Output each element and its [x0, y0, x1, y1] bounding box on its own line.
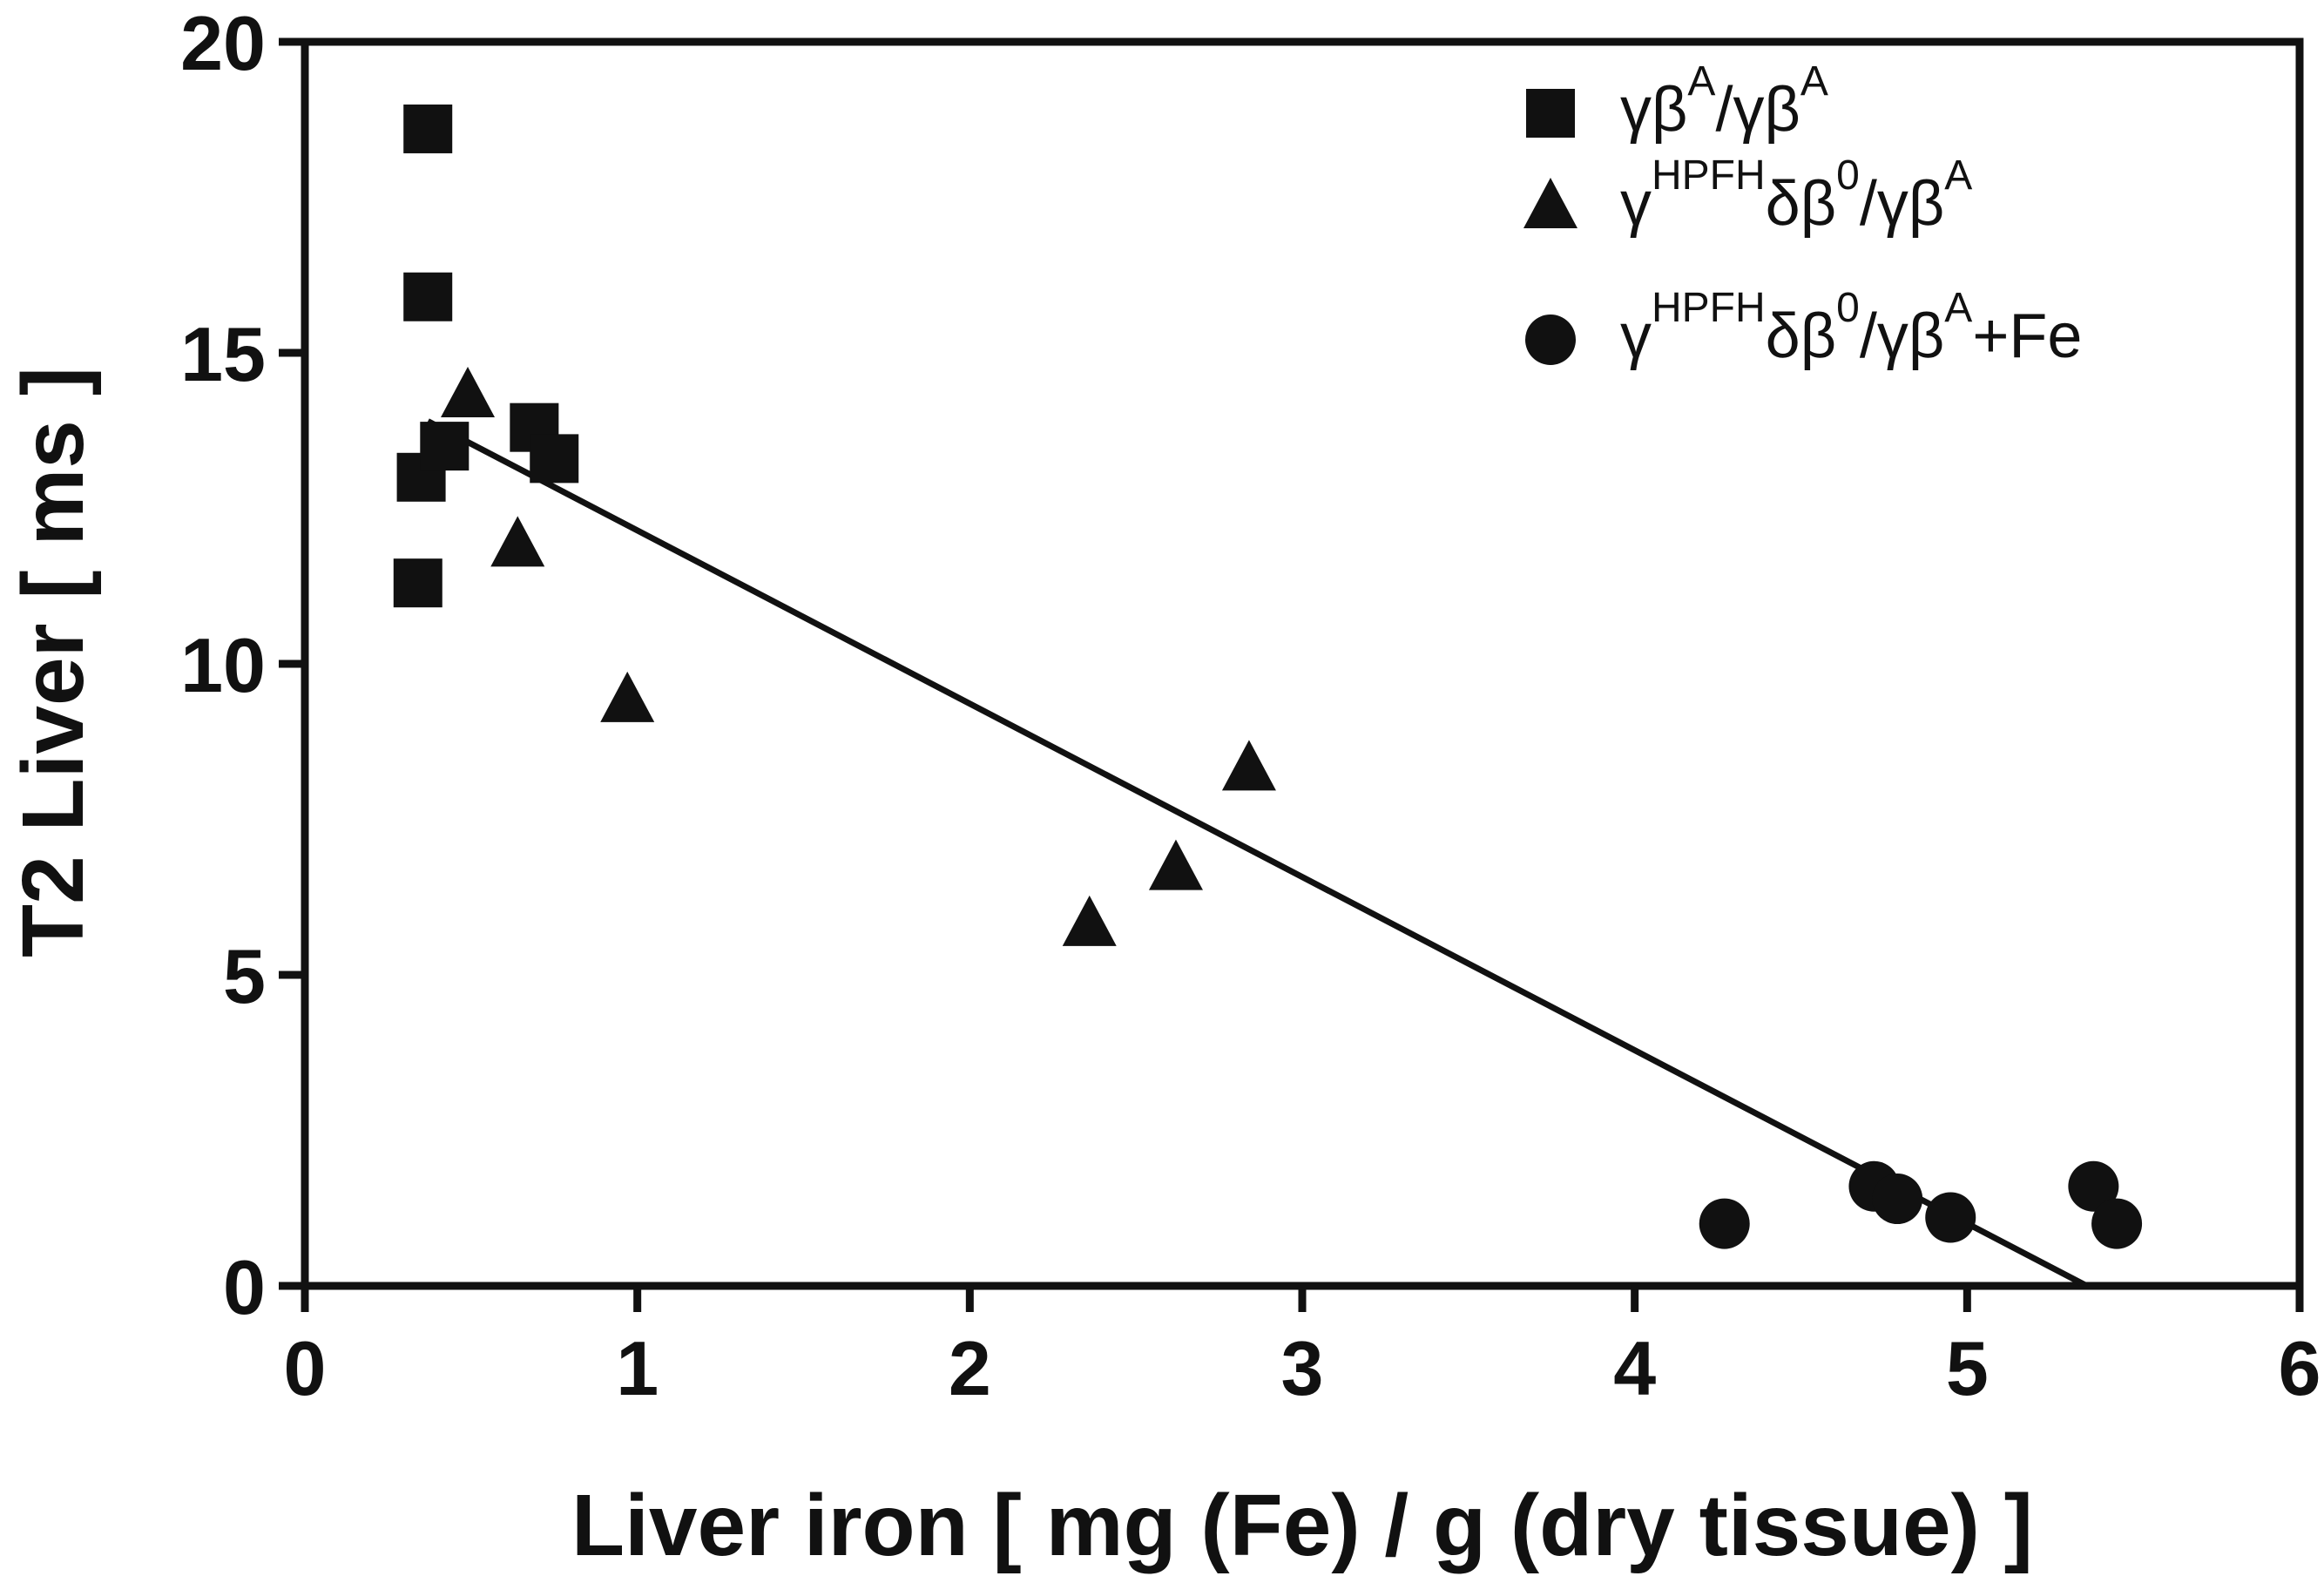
legend-marker-square: [1526, 89, 1575, 138]
data-point-triangle: [1148, 839, 1203, 890]
y-tick-label: 15: [180, 311, 266, 397]
data-point-circle: [1872, 1174, 1923, 1225]
data-point-triangle: [1062, 895, 1117, 946]
legend-text-part: δβ: [1766, 169, 1837, 239]
data-point-triangle: [490, 516, 545, 567]
data-point-circle: [1925, 1192, 1976, 1243]
y-axis-ticks: 0 5 10 15 20: [180, 0, 305, 1330]
legend-text-part: A: [1687, 58, 1715, 105]
legend-text-part: γ: [1620, 301, 1652, 371]
legend-entry: γβA/γβA: [1620, 58, 1828, 145]
y-axis-label: T2 Liver [ ms ]: [4, 367, 102, 957]
x-axis-ticks: 0 1 2 3 4 5 6: [284, 1286, 2321, 1411]
legend-text-part: /γβ: [1715, 75, 1800, 145]
legend-text-part: 0: [1836, 152, 1860, 199]
legend-text-part: γβ: [1620, 75, 1687, 145]
legend-text-part: A: [1944, 152, 1972, 199]
data-point-triangle: [441, 366, 496, 417]
x-tick-label: 5: [1946, 1325, 1989, 1411]
x-tick-label: 6: [2279, 1325, 2321, 1411]
x-tick-label: 0: [284, 1325, 327, 1411]
y-tick-label: 0: [223, 1244, 266, 1330]
y-tick-label: 20: [180, 0, 266, 86]
legend-text-part: /γβ: [1860, 169, 1944, 239]
legend-entry: γHPFHδβ0/γβA+Fe: [1620, 285, 2082, 371]
legend-text-part: A: [1800, 58, 1828, 105]
x-tick-label: 2: [949, 1325, 991, 1411]
data-point-circle: [2068, 1160, 2119, 1212]
legend-entry: γHPFHδβ0/γβA: [1620, 152, 1972, 239]
data-point-circle: [1699, 1198, 1750, 1249]
data-point-square: [403, 272, 453, 321]
x-tick-label: 4: [1613, 1325, 1656, 1411]
data-point-triangle: [1221, 740, 1276, 791]
legend-text-part: δβ: [1766, 301, 1837, 371]
legend-text-part: +Fe: [1972, 301, 2082, 371]
regression-line: [426, 418, 2089, 1289]
x-tick-label: 1: [616, 1325, 659, 1411]
data-point-square: [393, 558, 443, 608]
y-tick-label: 5: [223, 933, 266, 1019]
legend-marker-circle: [1525, 315, 1576, 365]
data-point-circle: [2091, 1198, 2143, 1249]
legend-marker-triangle: [1523, 178, 1577, 228]
data-point-triangle: [600, 671, 655, 722]
y-tick-label: 10: [180, 622, 266, 708]
data-point-square: [530, 434, 579, 484]
plot-frame: [301, 37, 2304, 1290]
legend-text-part: /γβ: [1860, 301, 1944, 371]
data-point-square: [420, 422, 470, 471]
data-point-square: [403, 104, 453, 153]
legend-text-part: HPFH: [1652, 285, 1766, 331]
legend-text-part: A: [1944, 285, 1972, 331]
legend-text-part: γ: [1620, 169, 1652, 239]
x-tick-label: 3: [1281, 1325, 1324, 1411]
x-axis-label: Liver iron [ mg (Fe) / g (dry tissue) ]: [571, 1477, 2033, 1574]
data-points: [393, 104, 2143, 1249]
legend-text-part: 0: [1836, 285, 1860, 331]
legend-text-part: HPFH: [1652, 152, 1766, 199]
